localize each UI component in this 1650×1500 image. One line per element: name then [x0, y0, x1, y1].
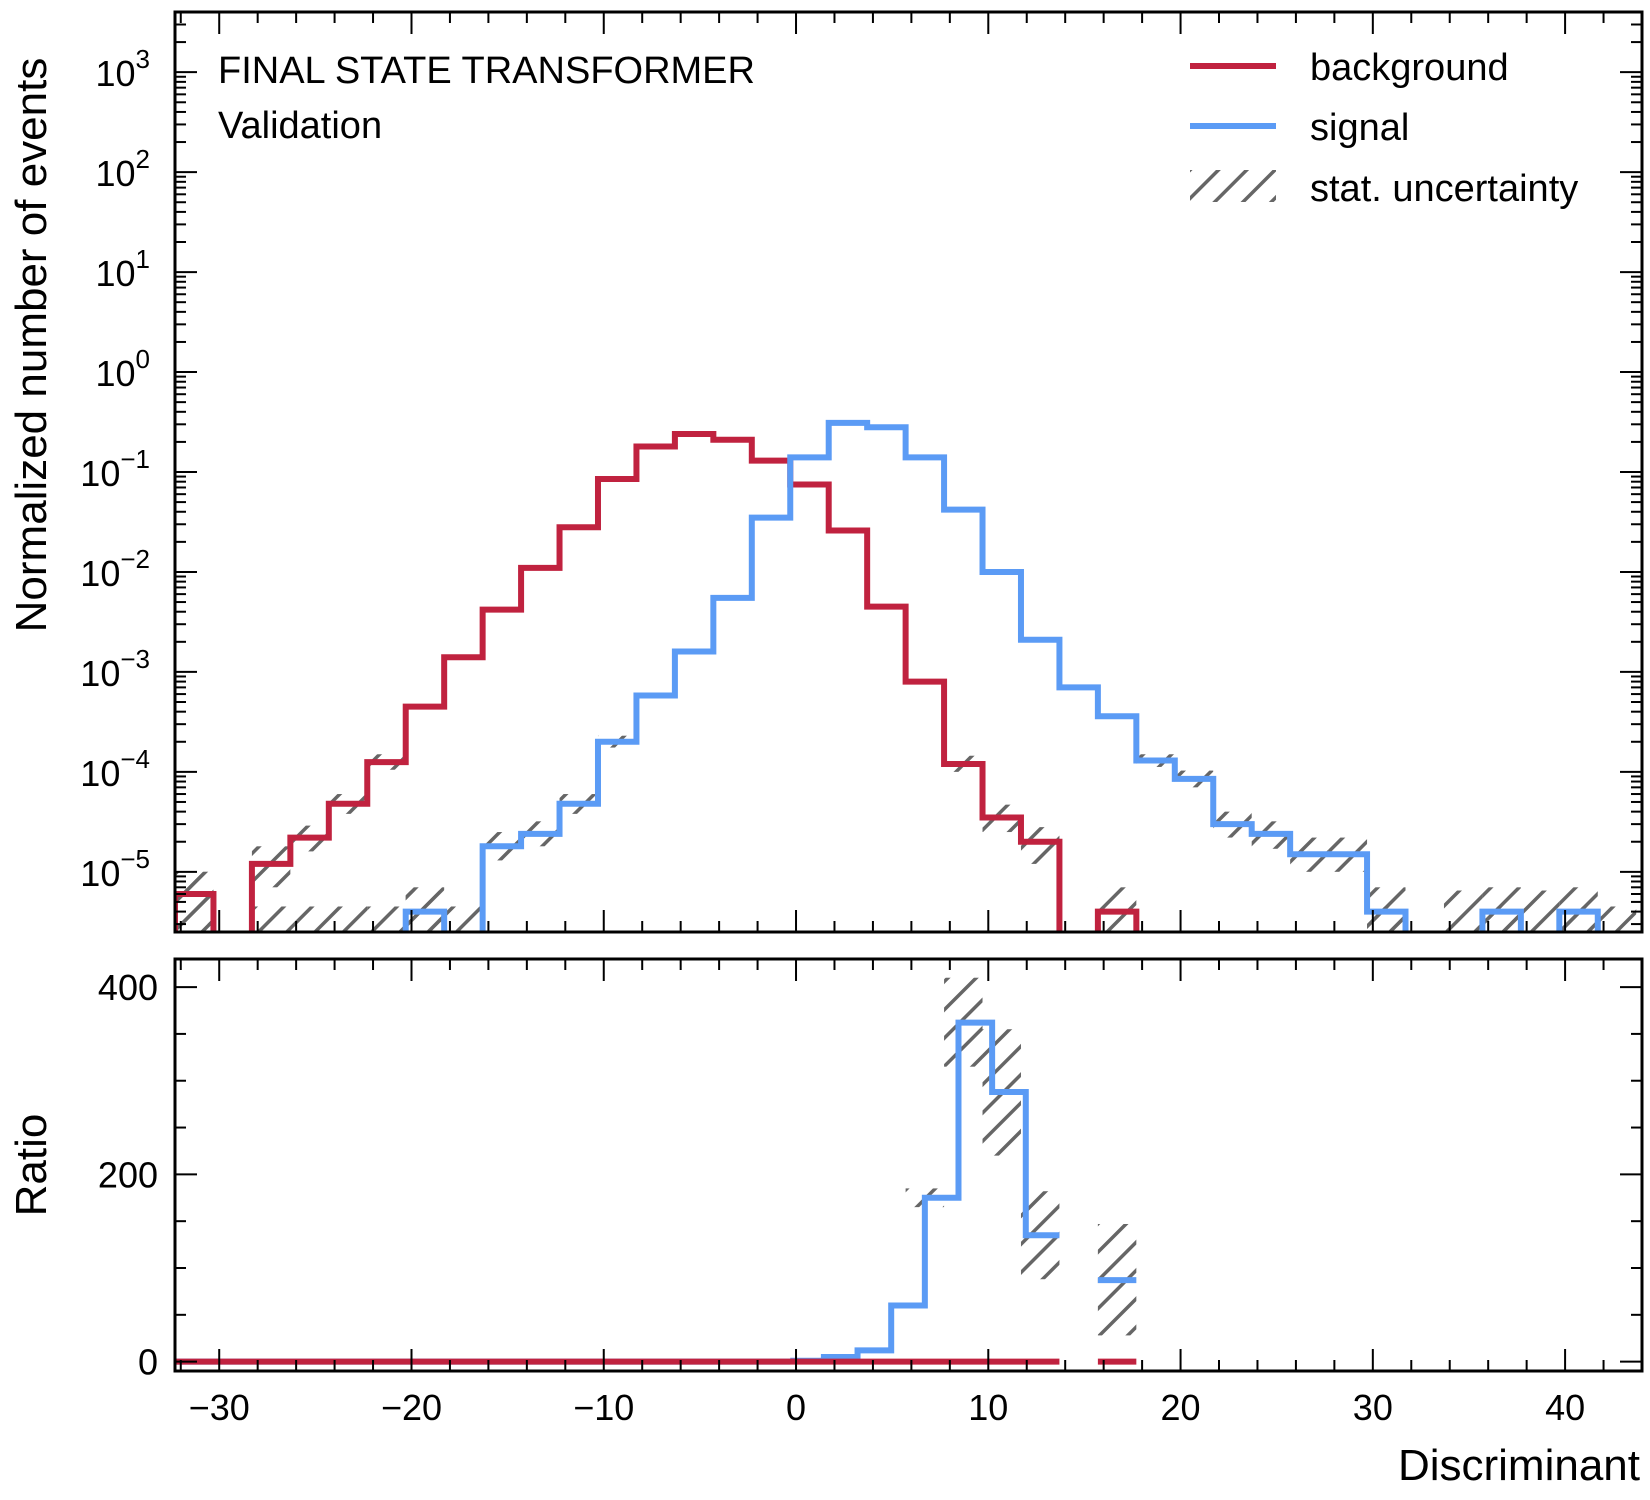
legend-uncertainty-swatch [1190, 170, 1276, 202]
annotation-subtitle: Validation [218, 105, 382, 147]
ratio-y-tick-label: 0 [138, 1342, 158, 1383]
x-tick-label: 30 [1353, 1387, 1393, 1428]
y-tick-label: 10−5 [80, 844, 150, 894]
x-tick-label: 40 [1545, 1387, 1585, 1428]
y-tick-label: 10−3 [80, 644, 150, 694]
ratio-y-tick-label: 400 [98, 967, 158, 1008]
x-tick-label: −30 [189, 1387, 250, 1428]
ratio-y-tick-label: 200 [98, 1154, 158, 1195]
x-tick-label: 0 [786, 1387, 806, 1428]
background-uncertainty-bin [1020, 827, 1060, 864]
y-tick-label: 102 [95, 144, 150, 194]
y-tick-label: 10−1 [80, 444, 150, 494]
legend-background-label: background [1310, 47, 1509, 89]
main-histograms [175, 419, 1601, 932]
annotation-title: FINAL STATE TRANSFORMER [218, 50, 755, 92]
main-frame [173, 10, 1644, 934]
y-axis-title-ratio: Ratio [7, 1114, 56, 1217]
ratio-frame [173, 957, 1644, 1373]
ratio-panel: 0 200 400 −30 −20 −10 0 10 20 30 40 Ratio Discrimi… [7, 957, 1644, 1490]
main-ticks: 10−5 10−4 10−3 10−2 10−1 100 101 102 103 [80, 11, 1643, 932]
y-tick-label: 101 [95, 244, 150, 294]
y-tick-label: 100 [95, 344, 150, 394]
ratio-signal-line [790, 1019, 1060, 1364]
main-panel: 10−5 10−4 10−3 10−2 10−1 100 101 102 103 FINAL S… [7, 10, 1644, 934]
x-tick-label: 10 [968, 1387, 1008, 1428]
x-axis-title: Discriminant [1398, 1441, 1640, 1490]
y-tick-label: 10−4 [80, 744, 150, 794]
legend-uncertainty-label: stat. uncertainty [1310, 168, 1578, 210]
background-histogram [175, 430, 1140, 932]
legend-signal-label: signal [1310, 107, 1409, 149]
uncertainty-bin [251, 906, 368, 932]
main-uncertainty-bands [175, 735, 1637, 932]
y-axis-title-main: Normalized number of events [7, 58, 56, 633]
x-tick-label: −20 [381, 1387, 442, 1428]
y-tick-label: 103 [95, 44, 150, 94]
ratio-ticks: 0 200 400 −30 −20 −10 0 10 20 30 40 [98, 959, 1643, 1428]
y-tick-label: 10−2 [80, 544, 150, 594]
legend: background signal stat. uncertainty [1190, 47, 1578, 210]
x-tick-label: −10 [573, 1387, 634, 1428]
x-tick-label: 20 [1161, 1387, 1201, 1428]
signal-histogram [402, 419, 1601, 932]
ratio-histograms [175, 1019, 1137, 1365]
